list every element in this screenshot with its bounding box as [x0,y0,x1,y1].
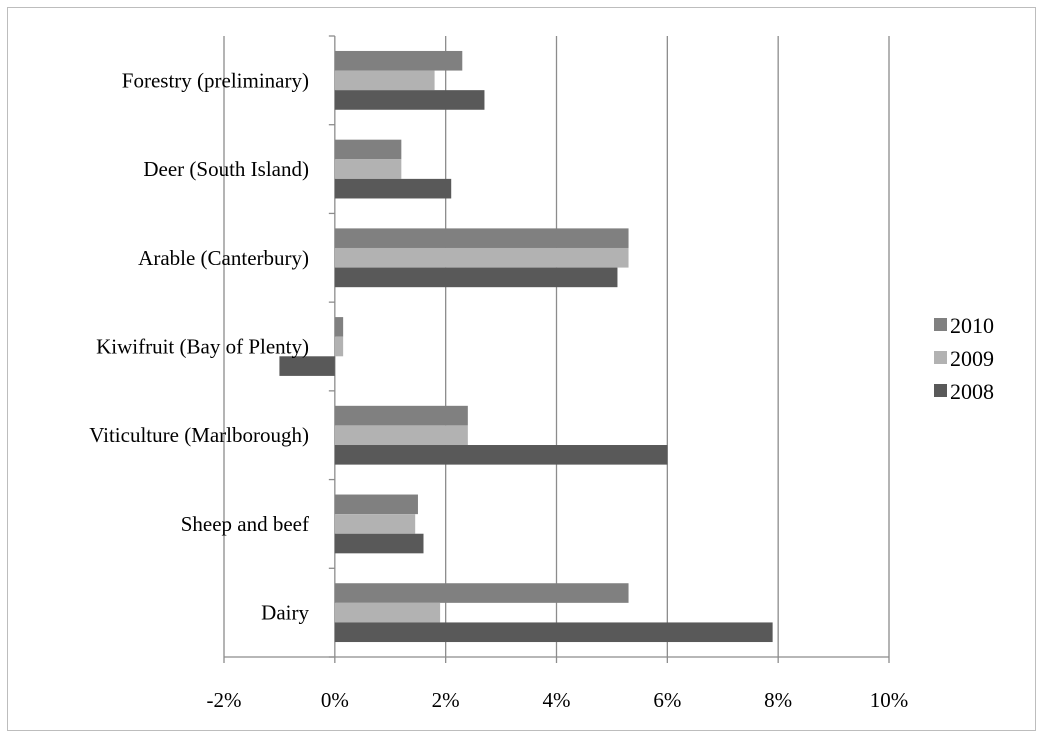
x-tick-label: 2% [432,688,460,712]
x-tick-labels: -2% 0% 2% 4% 6% 8% 10% [207,688,909,712]
legend-label: 2010 [950,313,994,338]
legend-swatch [934,318,947,331]
bar-2009-viticulture-marlborough [334,425,468,446]
bar-2008-dairy [334,622,773,643]
x-tick-label: 4% [543,688,571,712]
bar-2009-sheep-and-beef [334,514,416,534]
x-tick-label: 10% [870,688,909,712]
category-label: Arable (Canterbury) [138,246,309,270]
legend-swatch [934,351,947,364]
category-label: Deer (South Island) [143,157,309,181]
bar-2008-forestry-preliminary [334,90,485,110]
gridlines [223,36,890,657]
category-label: Viticulture (Marlborough) [89,423,309,447]
bar-2009-kiwifruit-bay-of-plenty [334,336,344,357]
x-tick-label: 0% [321,688,349,712]
bar-2010-viticulture-marlborough [334,405,468,426]
category-label: Dairy [261,601,309,625]
bar-2010-dairy [334,583,629,603]
legend-label: 2008 [950,379,994,404]
bar-2009-deer-south-island [334,159,402,179]
chart-frame [7,7,1036,731]
bar-2010-forestry-preliminary [334,50,463,71]
legend-swatch [934,384,947,397]
bar-2008-kiwifruit-bay-of-plenty [279,356,335,376]
bar-2010-deer-south-island [334,139,402,160]
bars [279,50,773,643]
bar-2008-sheep-and-beef [334,533,424,554]
x-tick-label: 6% [653,688,681,712]
bar-2009-arable-canterbury [334,247,629,268]
legend: 2010 2009 2008 [934,313,994,404]
bar-2008-viticulture-marlborough [334,445,668,465]
x-tick-label: -2% [207,688,242,712]
legend-label: 2009 [950,346,994,371]
category-label: Kiwifruit (Bay of Plenty) [96,335,309,359]
bar-2009-dairy [334,602,441,623]
x-tick-label: 8% [764,688,792,712]
category-labels: Dairy Sheep and beef Viticulture (Marlboro… [89,68,309,624]
bar-2010-kiwifruit-bay-of-plenty [334,317,344,337]
bar-2008-arable-canterbury [334,267,618,288]
category-label: Sheep and beef [181,512,309,536]
bar-2008-deer-south-island [334,178,452,199]
bar-2009-forestry-preliminary [334,70,435,91]
bar-2010-arable-canterbury [334,228,629,248]
bar-2010-sheep-and-beef [334,494,418,515]
category-label: Forestry (preliminary) [122,68,309,92]
